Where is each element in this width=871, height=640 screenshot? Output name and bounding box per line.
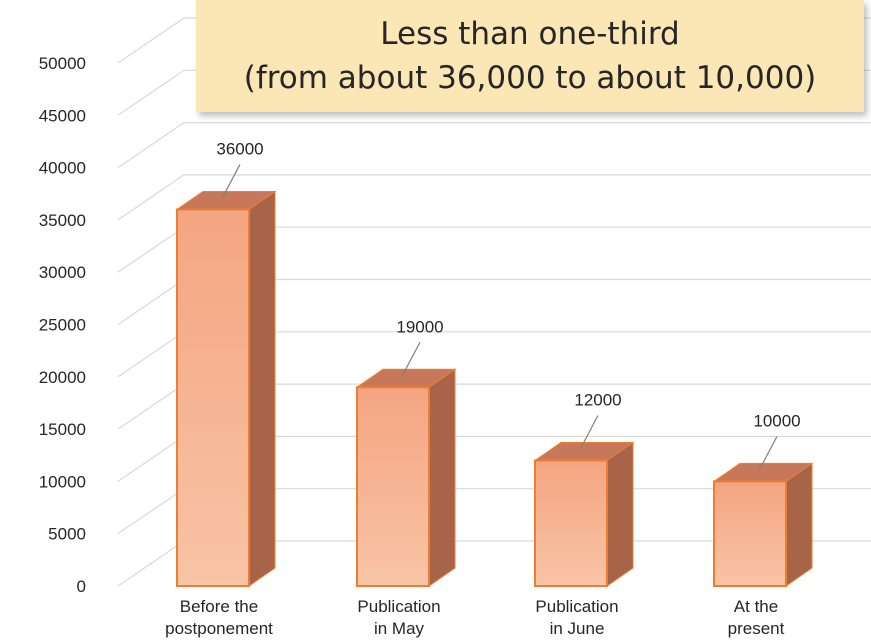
y-tick-label: 10000 (39, 472, 86, 491)
annotation-callout: Less than one-third (from about 36,000 t… (196, 0, 864, 112)
bars (175, 190, 814, 588)
bar-side-face (428, 368, 456, 587)
data-label: 19000 (396, 317, 443, 336)
data-label-leader (221, 164, 241, 199)
data-label: 12000 (574, 390, 621, 409)
category-label: present (728, 619, 785, 638)
category-label: Publication (357, 597, 440, 616)
y-tick-label: 35000 (39, 211, 86, 230)
gridline (117, 122, 871, 169)
category-label: in June (550, 619, 605, 638)
data-label-leader (579, 415, 599, 450)
y-tick-label: 25000 (39, 316, 86, 335)
y-tick-label: 5000 (48, 525, 86, 544)
y-tick-label: 40000 (39, 159, 86, 178)
y-tick-label: 0 (77, 577, 86, 596)
category-label: postponement (165, 619, 273, 638)
y-tick-label: 50000 (39, 54, 86, 73)
data-label: 36000 (216, 139, 263, 158)
bar-front-face (356, 386, 430, 588)
data-labels: 36000 19000 12000 10000 (216, 139, 801, 471)
data-label-leader (401, 341, 421, 377)
annotation-line-1: Less than one-third (380, 16, 680, 52)
bar-side-face (606, 441, 634, 587)
x-axis-categories: Before the postponement Publication in May P… (165, 597, 785, 638)
bar (712, 462, 814, 587)
bar-side-face (785, 462, 813, 587)
y-tick-label: 30000 (39, 263, 86, 282)
category-label: in May (374, 619, 425, 638)
y-tick-label: 45000 (39, 106, 86, 125)
data-label-leader (758, 436, 778, 471)
bar-side-face (248, 190, 276, 587)
y-axis-ticks: 0 5000 10000 15000 20000 25000 30000 35000 40000… (39, 54, 86, 596)
bar-front-face (176, 208, 250, 587)
bar (175, 190, 277, 587)
bar-front-face (713, 480, 787, 587)
data-label: 10000 (753, 411, 800, 430)
y-tick-label: 15000 (39, 420, 86, 439)
y-tick-label: 20000 (39, 368, 86, 387)
bar-front-face (534, 459, 608, 588)
gridline (117, 174, 871, 221)
category-label: Publication (535, 597, 618, 616)
category-label: Before the (180, 597, 258, 616)
annotation-line-2: (from about 36,000 to about 10,000) (243, 60, 817, 96)
category-label: At the (734, 597, 778, 616)
bar (355, 368, 457, 588)
bar (533, 441, 635, 588)
